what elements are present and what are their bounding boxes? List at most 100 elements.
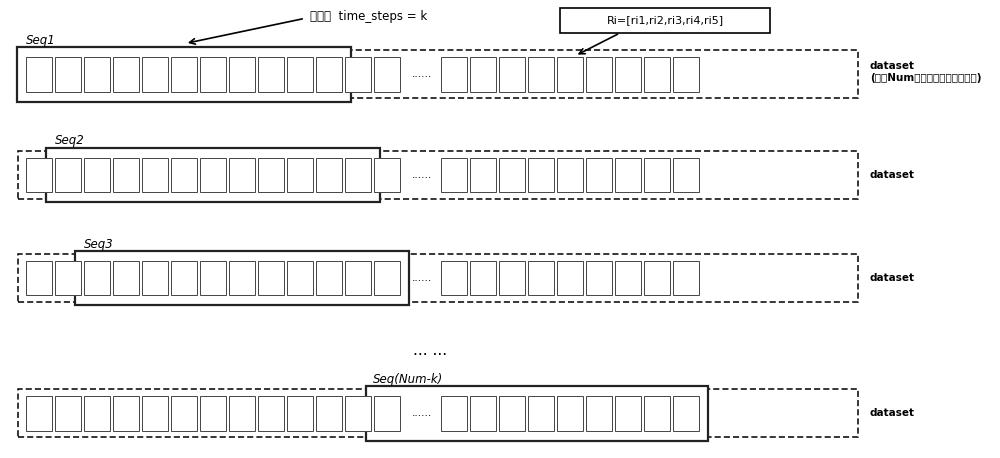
Text: dataset
(包含Num行标准化处理后的数据): dataset (包含Num行标准化处理后的数据): [870, 61, 982, 83]
Text: ......: ......: [412, 170, 432, 180]
Bar: [18, 389, 858, 437]
Bar: [26, 261, 52, 295]
Bar: [113, 158, 139, 192]
Bar: [287, 261, 313, 295]
Bar: [644, 396, 670, 431]
Bar: [586, 57, 612, 92]
Bar: [499, 158, 525, 192]
Bar: [142, 396, 168, 431]
Bar: [55, 57, 81, 92]
Bar: [18, 254, 858, 302]
Bar: [287, 396, 313, 431]
Bar: [374, 57, 400, 92]
Bar: [673, 261, 699, 295]
Bar: [586, 158, 612, 192]
Bar: [499, 261, 525, 295]
Bar: [316, 396, 342, 431]
Bar: [441, 158, 467, 192]
Text: dataset: dataset: [870, 273, 915, 283]
Bar: [374, 396, 400, 431]
Bar: [113, 396, 139, 431]
Bar: [200, 57, 226, 92]
Bar: [557, 396, 583, 431]
Bar: [615, 57, 641, 92]
Bar: [171, 158, 197, 192]
Bar: [18, 50, 858, 98]
Bar: [673, 158, 699, 192]
Bar: [316, 261, 342, 295]
Bar: [229, 261, 255, 295]
Bar: [499, 396, 525, 431]
Bar: [229, 57, 255, 92]
Text: Seq1: Seq1: [26, 34, 56, 47]
Text: dataset: dataset: [870, 409, 915, 418]
Bar: [84, 396, 110, 431]
Bar: [499, 57, 525, 92]
Text: Ri=[ri1,ri2,ri3,ri4,ri5]: Ri=[ri1,ri2,ri3,ri4,ri5]: [606, 16, 724, 25]
Bar: [644, 158, 670, 192]
Bar: [374, 158, 400, 192]
Bar: [84, 261, 110, 295]
Bar: [75, 251, 409, 305]
Text: Seq(Num-k): Seq(Num-k): [373, 373, 443, 386]
Bar: [441, 396, 467, 431]
Bar: [200, 261, 226, 295]
Bar: [142, 158, 168, 192]
Bar: [316, 57, 342, 92]
Bar: [470, 396, 496, 431]
Bar: [287, 57, 313, 92]
Text: 时间窗  time_steps = k: 时间窗 time_steps = k: [310, 11, 427, 23]
Bar: [229, 396, 255, 431]
Bar: [366, 386, 708, 441]
Text: Seq2: Seq2: [55, 135, 85, 147]
Text: ... ...: ... ...: [413, 343, 447, 358]
Bar: [586, 396, 612, 431]
Text: Seq3: Seq3: [84, 238, 114, 251]
Bar: [557, 261, 583, 295]
Bar: [345, 396, 371, 431]
Bar: [258, 261, 284, 295]
Bar: [258, 57, 284, 92]
Bar: [528, 396, 554, 431]
Bar: [316, 158, 342, 192]
Bar: [287, 158, 313, 192]
Text: ......: ......: [412, 70, 432, 79]
Bar: [586, 261, 612, 295]
Bar: [557, 57, 583, 92]
Bar: [374, 261, 400, 295]
Bar: [26, 57, 52, 92]
Bar: [644, 261, 670, 295]
Bar: [345, 158, 371, 192]
Bar: [200, 158, 226, 192]
Bar: [615, 261, 641, 295]
Bar: [26, 158, 52, 192]
Bar: [55, 158, 81, 192]
Bar: [528, 57, 554, 92]
Bar: [200, 396, 226, 431]
Bar: [84, 158, 110, 192]
Bar: [528, 158, 554, 192]
Bar: [560, 8, 770, 33]
Bar: [644, 57, 670, 92]
Bar: [17, 47, 351, 102]
Bar: [673, 57, 699, 92]
Bar: [345, 261, 371, 295]
Bar: [171, 261, 197, 295]
Bar: [113, 57, 139, 92]
Bar: [229, 158, 255, 192]
Bar: [55, 261, 81, 295]
Bar: [26, 396, 52, 431]
Bar: [470, 57, 496, 92]
Bar: [673, 396, 699, 431]
Bar: [142, 261, 168, 295]
Bar: [441, 261, 467, 295]
Bar: [528, 261, 554, 295]
Bar: [113, 261, 139, 295]
Bar: [441, 57, 467, 92]
Bar: [470, 261, 496, 295]
Bar: [142, 57, 168, 92]
Bar: [171, 396, 197, 431]
Bar: [345, 57, 371, 92]
Bar: [171, 57, 197, 92]
Text: ......: ......: [412, 409, 432, 418]
